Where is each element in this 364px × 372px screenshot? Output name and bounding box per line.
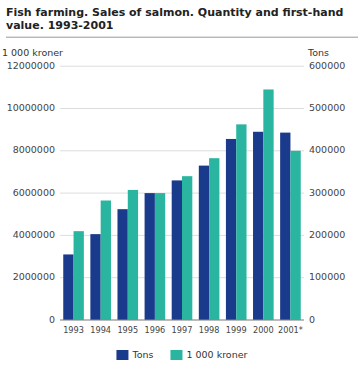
y-tick-label: 4000000 xyxy=(13,229,55,240)
y2-tick-label: 400000 xyxy=(309,144,345,155)
legend-swatch xyxy=(170,350,182,360)
bar xyxy=(117,209,127,320)
y2-tick-label: 600000 xyxy=(309,60,345,71)
legend-swatch xyxy=(116,350,128,360)
y2-tick-label: 0 xyxy=(309,314,315,325)
y2-tick-label: 300000 xyxy=(309,187,345,198)
bar xyxy=(145,193,155,320)
legend-label: 1 000 kroner xyxy=(186,349,247,360)
bars xyxy=(63,89,300,320)
y2-tick-label: 100000 xyxy=(309,271,345,282)
x-tick-label: 2000 xyxy=(253,325,274,335)
bar xyxy=(253,132,263,320)
x-tick-label: 1993 xyxy=(63,325,84,335)
title-line: value. 1993-2001 xyxy=(6,19,113,32)
x-tick-label: 1995 xyxy=(117,325,138,335)
y-tick-label: 12000000 xyxy=(7,60,55,71)
y-tick-label: 8000000 xyxy=(13,144,55,155)
x-tick-label: 1994 xyxy=(90,325,111,335)
y2-axis-label: Tons xyxy=(307,47,329,58)
x-axis-line xyxy=(60,320,304,321)
y2-tick-label: 200000 xyxy=(309,229,345,240)
bar xyxy=(182,176,192,320)
x-tick-label: 1998 xyxy=(199,325,220,335)
bar xyxy=(236,124,246,320)
title: Fish farming. Sales of salmon. Quantity … xyxy=(6,6,343,32)
y2-tick-label: 500000 xyxy=(309,102,345,113)
bar xyxy=(290,151,300,320)
bar xyxy=(90,234,100,320)
chart: Fish farming. Sales of salmon. Quantity … xyxy=(0,0,364,372)
bar xyxy=(209,158,219,320)
bar xyxy=(74,231,84,320)
bar xyxy=(155,193,165,320)
bar xyxy=(226,139,236,320)
x-tick-label: 2001* xyxy=(278,325,303,335)
x-tick-label: 1997 xyxy=(172,325,193,335)
y-tick-label: 6000000 xyxy=(13,187,55,198)
bar xyxy=(172,180,182,320)
bar xyxy=(63,254,73,320)
bar xyxy=(199,166,209,320)
bar xyxy=(128,190,138,320)
bar xyxy=(263,89,273,320)
grid-line xyxy=(60,66,304,67)
title-rule xyxy=(6,37,358,38)
bar xyxy=(280,133,290,320)
bar xyxy=(101,201,111,320)
y-tick-label: 10000000 xyxy=(7,102,55,113)
title-line: Fish farming. Sales of salmon. Quantity … xyxy=(6,6,343,19)
y-axis-label: 1 000 kroner xyxy=(2,47,63,58)
legend: Tons 1 000 kroner xyxy=(116,349,247,360)
y-tick-label: 2000000 xyxy=(13,271,55,282)
legend-label: Tons xyxy=(131,349,153,360)
y-tick-label: 0 xyxy=(49,314,55,325)
grid-line xyxy=(60,320,304,321)
x-tick-label: 1996 xyxy=(145,325,166,335)
x-tick-label: 1999 xyxy=(226,325,247,335)
